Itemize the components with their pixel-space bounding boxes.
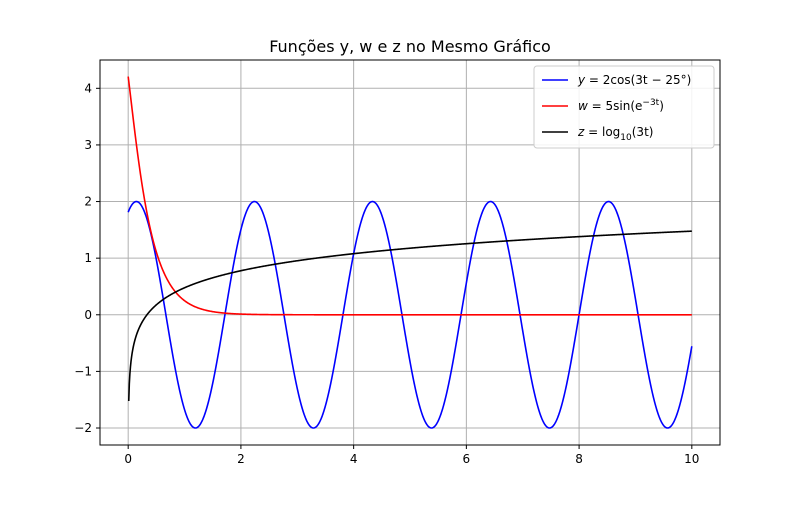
x-tick-label: 10 bbox=[684, 452, 699, 466]
legend-label: w = 5sin(e−3t) bbox=[578, 98, 664, 113]
x-tick-label: 4 bbox=[350, 452, 358, 466]
series-line-y bbox=[127, 200, 693, 429]
y-tick-label: 0 bbox=[84, 308, 92, 322]
legend-label: z = log10(3t) bbox=[577, 125, 653, 143]
y-tick-label: −2 bbox=[74, 421, 92, 435]
y-tick-label: 2 bbox=[84, 195, 92, 209]
y-axis-ticks: −2 −1 0 1 2 3 4 bbox=[74, 81, 100, 435]
x-tick-label: 6 bbox=[463, 452, 471, 466]
x-tick-label: 8 bbox=[575, 452, 583, 466]
series-line-z bbox=[127, 230, 693, 402]
x-tick-label: 0 bbox=[124, 452, 132, 466]
legend-label: y = 2cos(3t − 25°) bbox=[577, 73, 691, 87]
legend-box bbox=[533, 65, 715, 149]
x-axis-ticks: 0 2 4 6 8 10 bbox=[124, 445, 699, 466]
x-tick-label: 2 bbox=[237, 452, 245, 466]
legend: y = 2cos(3t − 25°) w = 5sin(e−3t) z = log1… bbox=[533, 65, 715, 149]
y-tick-label: 4 bbox=[84, 81, 92, 95]
plot-area-frame bbox=[99, 59, 721, 446]
chart-title: Funções y, w e z no Mesmo Gráfico bbox=[269, 37, 551, 56]
series-lines bbox=[127, 76, 693, 429]
y-tick-label: −1 bbox=[74, 364, 92, 378]
series-line-w bbox=[127, 76, 693, 316]
y-tick-label: 1 bbox=[84, 251, 92, 265]
y-tick-label: 3 bbox=[84, 138, 92, 152]
